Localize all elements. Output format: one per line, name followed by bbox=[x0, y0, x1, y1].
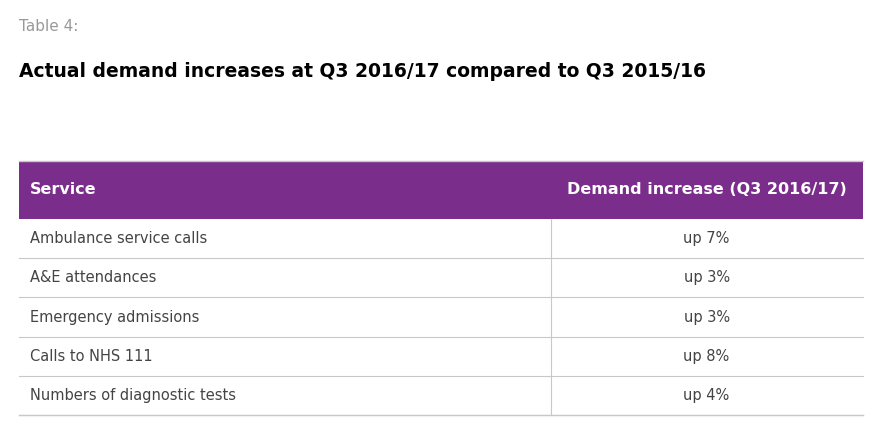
Text: up 8%: up 8% bbox=[684, 349, 729, 364]
Text: Numbers of diagnostic tests: Numbers of diagnostic tests bbox=[30, 388, 236, 403]
Bar bbox=[19, 161, 863, 219]
Text: Ambulance service calls: Ambulance service calls bbox=[30, 231, 207, 246]
Text: up 3%: up 3% bbox=[684, 310, 729, 324]
Text: Actual demand increases at Q3 2016/17 compared to Q3 2015/16: Actual demand increases at Q3 2016/17 co… bbox=[19, 62, 706, 81]
Text: Demand increase (Q3 2016/17): Demand increase (Q3 2016/17) bbox=[567, 182, 847, 197]
Text: Service: Service bbox=[30, 182, 97, 197]
Text: Calls to NHS 111: Calls to NHS 111 bbox=[30, 349, 153, 364]
Text: up 7%: up 7% bbox=[684, 231, 729, 246]
Text: A&E attendances: A&E attendances bbox=[30, 270, 156, 285]
Text: up 3%: up 3% bbox=[684, 270, 729, 285]
Text: up 4%: up 4% bbox=[684, 388, 729, 403]
Text: Emergency admissions: Emergency admissions bbox=[30, 310, 199, 324]
Text: Table 4:: Table 4: bbox=[19, 19, 78, 34]
